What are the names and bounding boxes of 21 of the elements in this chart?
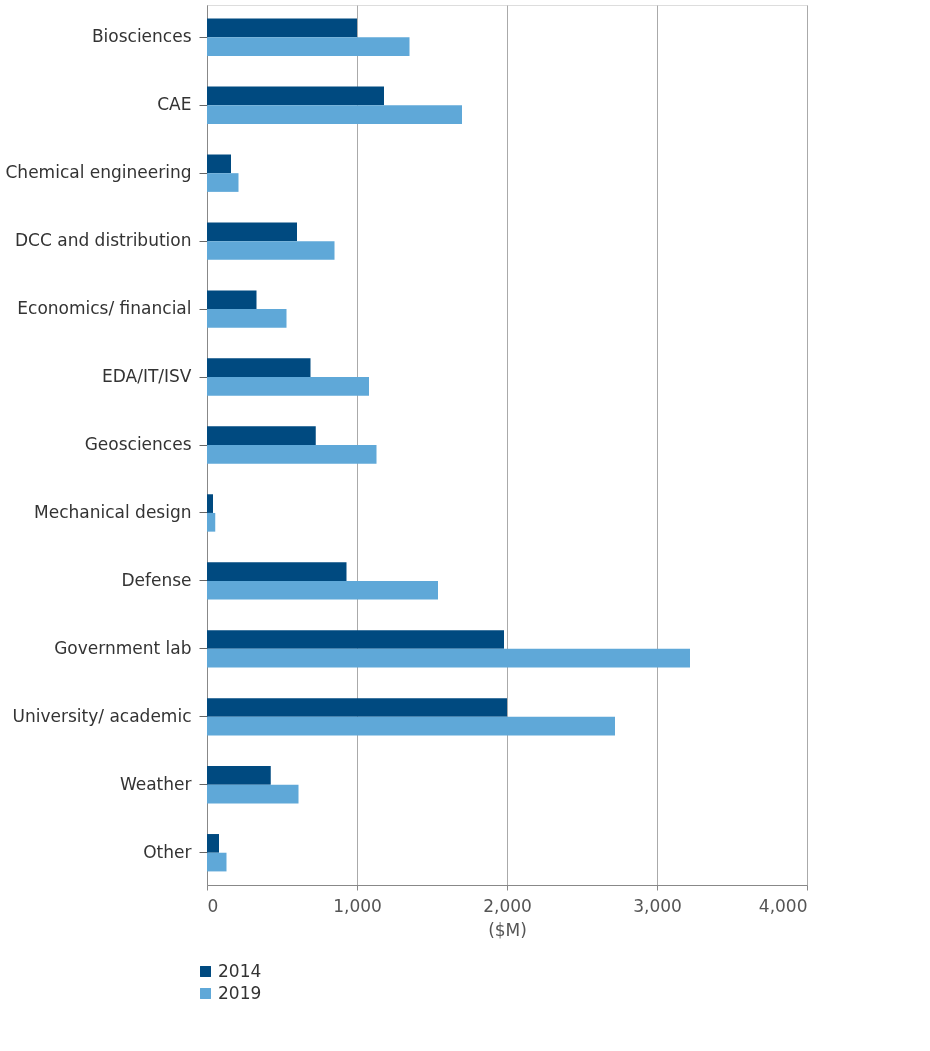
x-tick-label: 0 xyxy=(207,895,219,916)
x-axis-title: ($M) xyxy=(488,919,527,940)
y-tick-label: Mechanical design xyxy=(34,501,192,522)
x-tick-label: 2,000 xyxy=(483,895,532,916)
x-tick-label: 1,000 xyxy=(333,895,382,916)
y-tick-label: University/ academic xyxy=(12,705,192,726)
y-tick-label: Geosciences xyxy=(84,434,192,454)
y-tick-label: Defense xyxy=(121,569,192,590)
y-tick-label: CAE xyxy=(157,94,192,115)
y-tick-label: EDA/IT/ISV xyxy=(102,366,192,387)
legend-label: 2014 xyxy=(218,960,262,981)
y-tick-label: Biosciences xyxy=(91,26,192,47)
y-tick-label: Other xyxy=(143,841,192,862)
legend-label: 2019 xyxy=(218,982,262,1003)
y-tick-label: DCC and distribution xyxy=(15,230,192,251)
y-tick-label: Economics/ financial xyxy=(17,298,192,319)
y-tick-label: Government lab xyxy=(54,637,192,658)
x-tick-label: 4,000 xyxy=(758,895,808,916)
x-tick-label: 3,000 xyxy=(633,895,682,916)
y-tick-label: Weather xyxy=(119,773,192,794)
y-tick-label: Chemical engineering xyxy=(5,162,192,183)
